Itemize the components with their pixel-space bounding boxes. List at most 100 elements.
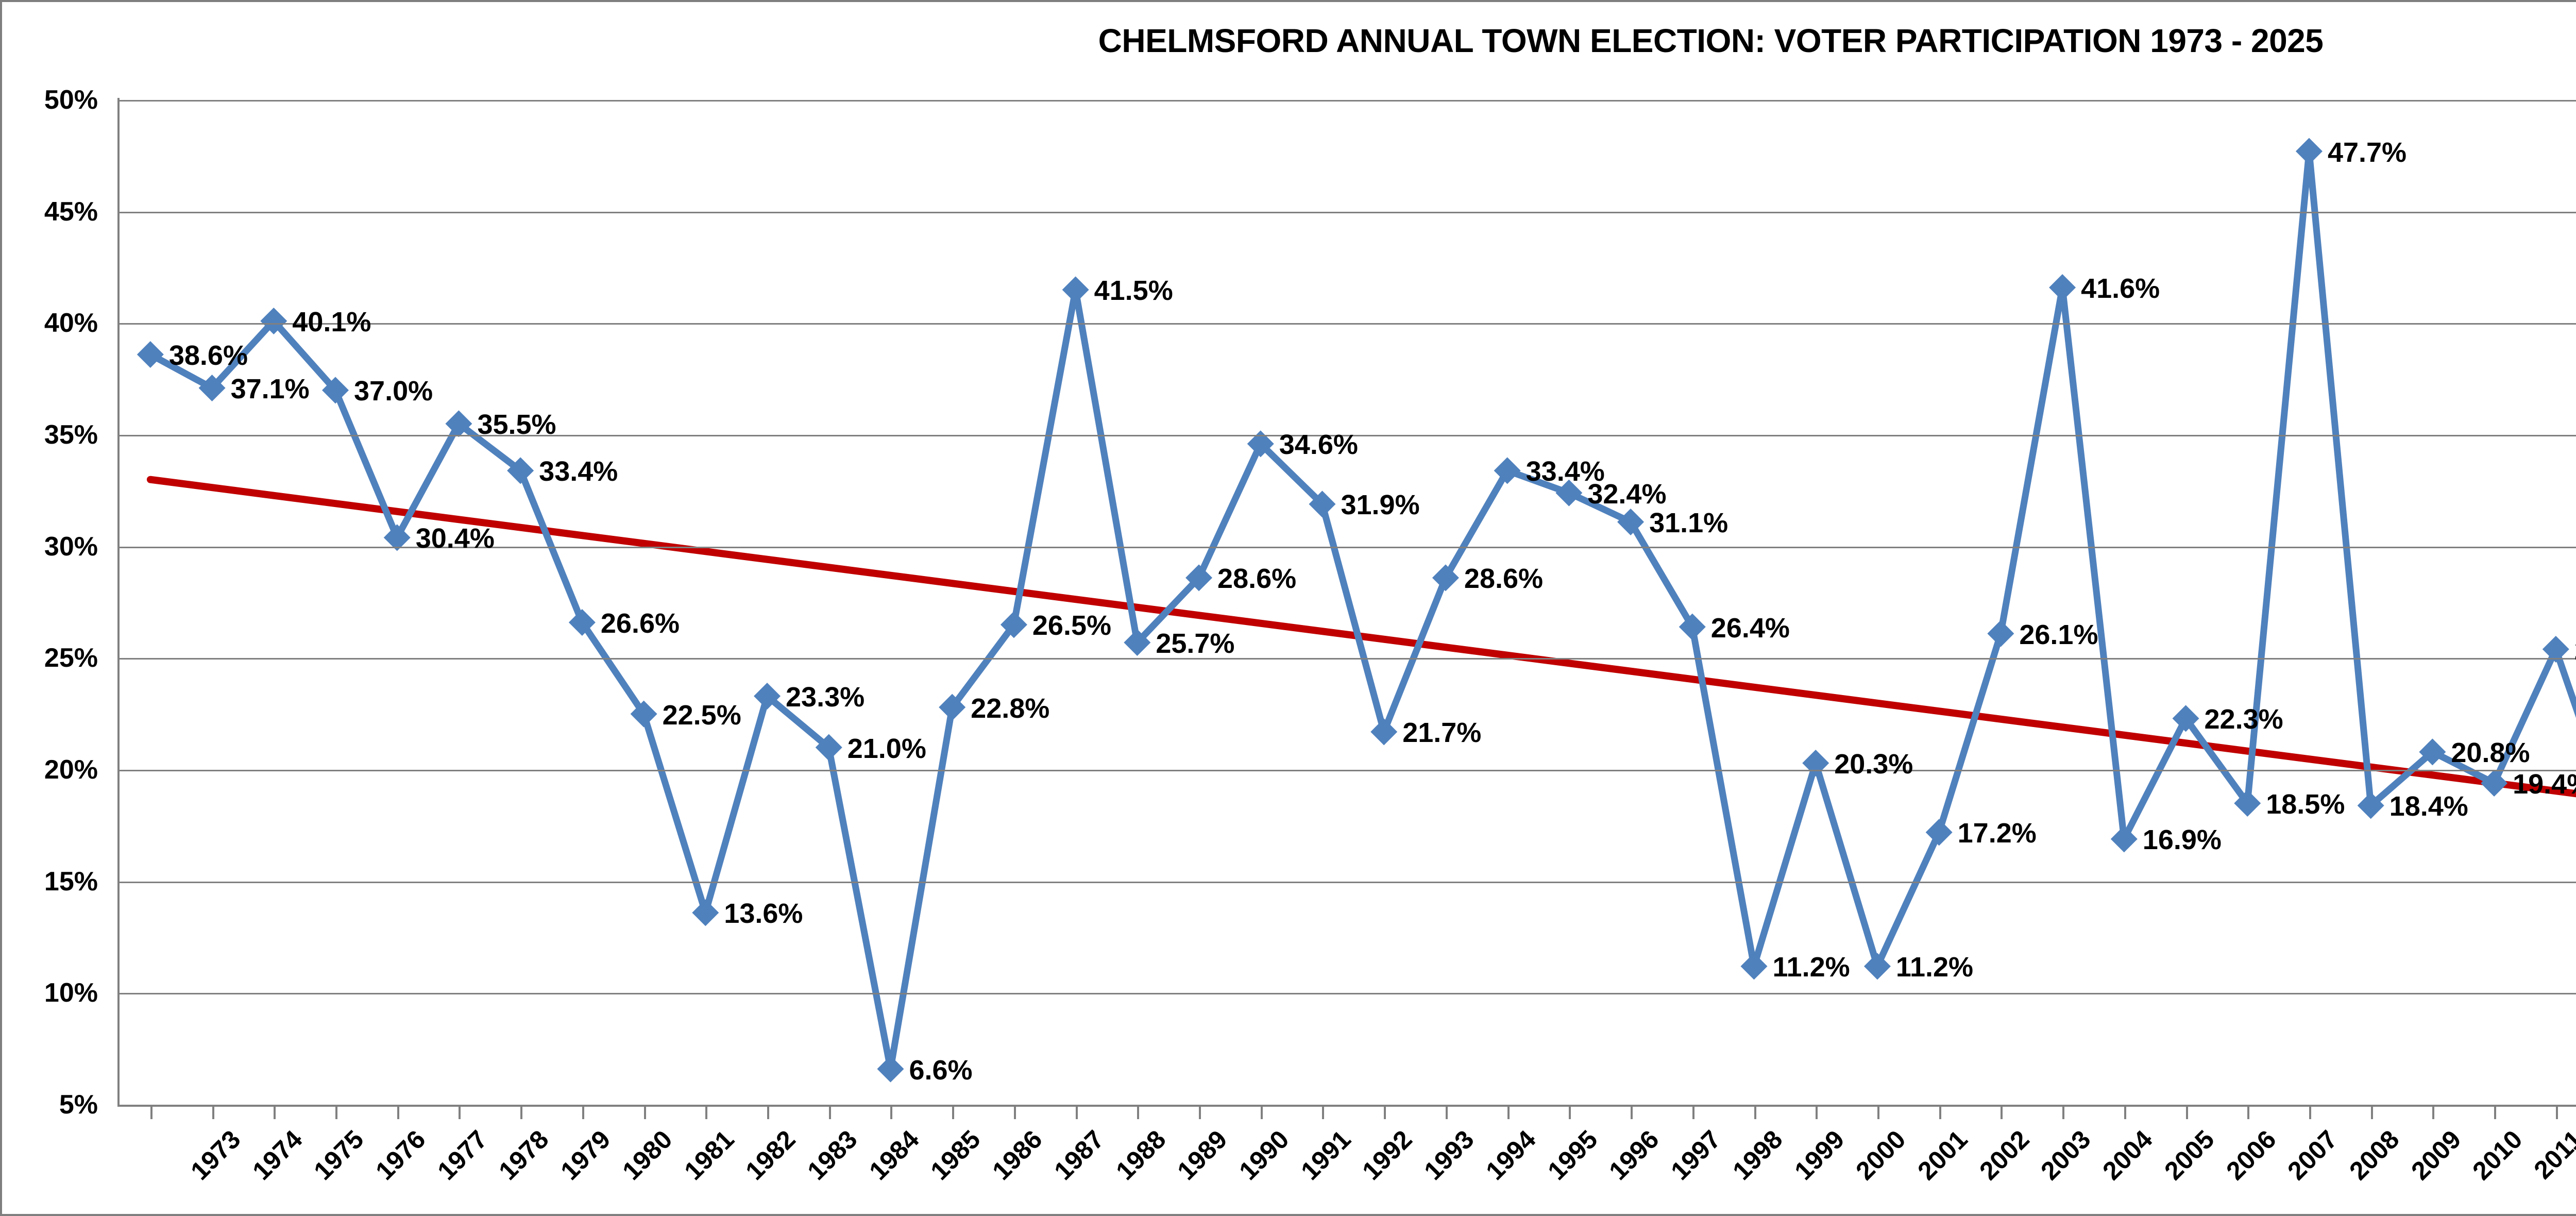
voter-participation-line [147, 148, 2576, 1073]
data-point-marker [1863, 953, 1891, 980]
data-point-markers [137, 138, 2569, 1083]
x-axis-tick [150, 1105, 152, 1119]
data-point-label: 26.5% [1032, 610, 1112, 641]
y-axis: 50% 45% 40% 35% 30% 25% 20% 15% 10% 5% [2, 85, 116, 1120]
x-axis-tick [1939, 1105, 1941, 1119]
x-axis-tick-label: 1974 [246, 1124, 308, 1186]
data-point-marker [630, 700, 657, 728]
x-axis-tick [1199, 1105, 1201, 1119]
data-point-label: 11.2% [1895, 952, 1974, 983]
data-point-label: 20.3% [1834, 749, 1913, 780]
x-axis-tick-label: 2006 [2220, 1124, 2282, 1186]
data-point-label: 25.7% [1156, 628, 1235, 659]
x-axis-tick [767, 1105, 770, 1119]
data-point-label: 20.8% [2451, 737, 2530, 769]
data-point-label: 26.4% [1710, 612, 1790, 644]
x-axis-tick-label: 1992 [1357, 1124, 1418, 1186]
data-point-marker [137, 341, 164, 368]
x-axis-tick-label: 2001 [1912, 1124, 1973, 1186]
x-axis-tick-label: 1987 [1048, 1124, 1110, 1186]
x-axis-tick-label: 1997 [1665, 1124, 1726, 1186]
x-axis-tick-label: 1986 [987, 1124, 1048, 1186]
series-svg [137, 138, 2576, 1083]
x-axis-tick [2494, 1105, 2497, 1119]
gridline [120, 993, 2576, 995]
y-axis-tick-label: 10% [44, 978, 98, 1008]
data-point-marker [2295, 138, 2323, 165]
data-point-label: 41.5% [1094, 275, 1173, 307]
data-point-marker [2110, 825, 2138, 853]
data-point-marker [1925, 819, 1953, 846]
x-axis-tick-label: 1996 [1603, 1124, 1665, 1186]
data-point-marker [1494, 457, 1521, 484]
data-point-label: 32.4% [1587, 478, 1667, 510]
data-point-label: 22.8% [971, 693, 1050, 724]
data-point-label: 37.1% [230, 374, 310, 404]
gridline [120, 323, 2576, 325]
y-axis-tick-label: 15% [44, 866, 98, 897]
data-point-label: 41.6% [2081, 273, 2160, 304]
x-axis-tick-label: 1981 [678, 1124, 740, 1186]
data-point-marker [1679, 613, 1706, 640]
x-axis-tick-label: 1991 [1295, 1124, 1357, 1186]
data-point-marker [2419, 738, 2446, 766]
x-axis-tick [2370, 1105, 2373, 1119]
x-axis-tick [2001, 1105, 2003, 1119]
x-axis-tick [212, 1105, 214, 1119]
x-axis-tick-label: 1984 [863, 1124, 925, 1186]
x-axis-tick [1013, 1105, 1016, 1119]
data-point-marker [260, 308, 287, 334]
gridline [120, 435, 2576, 436]
x-axis-tick [274, 1105, 276, 1119]
data-point-label: 16.9% [2142, 824, 2222, 856]
x-axis-tick-label: 2000 [1850, 1124, 1911, 1186]
x-axis-tick [1507, 1105, 1510, 1119]
data-point-label: 38.6% [168, 340, 248, 371]
x-axis-tick [2309, 1105, 2311, 1119]
data-point-marker [1370, 718, 1398, 746]
y-axis-tick-label: 20% [44, 755, 98, 785]
x-axis-labels: 1973 1974 1975 1976 1977 1978 1979 1980 1981 1982… [2, 1119, 2576, 1214]
data-point-marker [198, 375, 226, 401]
x-axis-tick-label: 1976 [370, 1124, 431, 1186]
data-point-label: 11.2% [1772, 952, 1850, 983]
y-axis-tick-label: 40% [44, 308, 98, 339]
x-axis-tick [1260, 1105, 1263, 1119]
data-point-marker [1555, 479, 1583, 506]
data-point-marker [568, 609, 596, 636]
x-axis-tick-label: 1980 [617, 1124, 678, 1186]
data-point-marker [1000, 611, 1027, 638]
x-axis-tick-label: 1988 [1110, 1124, 1172, 1186]
x-axis-tick [2062, 1105, 2065, 1119]
x-axis-tick-label: 1989 [1172, 1124, 1233, 1186]
x-axis-tick-label: 1998 [1727, 1124, 1788, 1186]
data-point-marker [1062, 276, 1089, 303]
x-axis-tick [1445, 1105, 1448, 1119]
data-point-label: 37.0% [354, 376, 433, 407]
x-axis-tick [1137, 1105, 1140, 1119]
x-axis-tick [2185, 1105, 2188, 1119]
x-axis-tick [459, 1105, 461, 1119]
x-axis-tick-label: 1995 [1541, 1124, 1603, 1186]
data-point-label: 33.4% [539, 456, 618, 487]
data-point-marker [1185, 564, 1213, 592]
page-title: CHELMSFORD ANNUAL TOWN ELECTION: VOTER P… [1098, 22, 2324, 59]
x-axis-tick-label: 2010 [2467, 1124, 2528, 1186]
x-axis-tick-label: 2007 [2282, 1124, 2343, 1186]
x-axis-tick [1075, 1105, 1078, 1119]
x-axis-tick [1384, 1105, 1386, 1119]
data-point-marker [815, 734, 842, 761]
x-axis-tick [890, 1105, 893, 1119]
x-axis-tick [1322, 1105, 1325, 1119]
y-axis-tick-label: 35% [44, 420, 98, 450]
data-point-label: 34.6% [1279, 429, 1358, 461]
data-point-marker [507, 457, 534, 484]
x-axis-tick [1631, 1105, 1633, 1119]
x-axis-tick-label: 2003 [2035, 1124, 2096, 1186]
y-axis-tick-label: 30% [44, 531, 98, 562]
data-point-label: 19.4% [2513, 769, 2576, 800]
data-point-marker [692, 899, 719, 926]
gridline [120, 546, 2576, 548]
x-axis-tick [2432, 1105, 2435, 1119]
